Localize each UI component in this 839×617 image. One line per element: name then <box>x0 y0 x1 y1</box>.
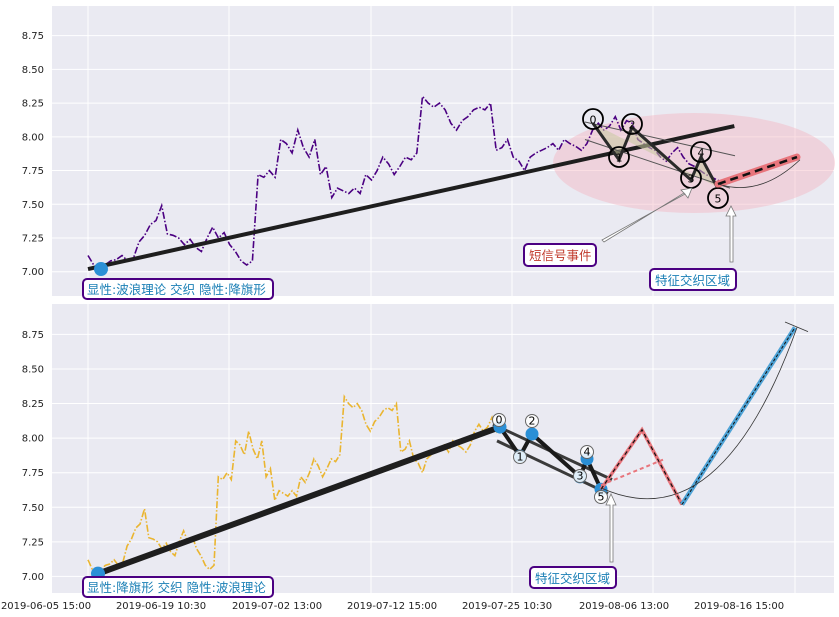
bottom-zone-annotation-text: 特征交织区域 <box>535 571 610 586</box>
top-wave-label-5: 5 <box>715 193 722 206</box>
x-tick-label: 2019-08-06 13:00 <box>579 601 669 612</box>
bottom-explicit-annotation: 显性:降旗形 交织 隐性:波浪理论 <box>82 576 274 598</box>
x-tick-label: 2019-07-12 15:00 <box>347 601 437 612</box>
top-wave-marker-5 <box>707 187 729 209</box>
y-tick-label: 7.25 <box>22 537 44 548</box>
bottom-wave-marker-0 <box>492 413 506 427</box>
top-wave-fill <box>593 123 717 187</box>
bottom-price-panel: 7.007.257.507.758.008.258.508.75 012345 … <box>22 304 834 598</box>
y-tick-label: 7.75 <box>22 468 44 479</box>
top-wave-marker-4 <box>690 141 712 163</box>
top-price-series <box>87 94 741 269</box>
bottom-wave-label-3: 3 <box>577 470 584 483</box>
bottom-zone-annotation: 特征交织区域 <box>529 566 617 589</box>
bottom-wave-marker-3 <box>573 469 587 483</box>
y-tick-label: 8.00 <box>22 132 44 143</box>
y-tick-label: 8.50 <box>22 364 44 375</box>
bottom-projection-arc <box>600 327 798 500</box>
bottom-trend-segment <box>96 424 502 577</box>
top-explicit-annotation-text: 显性:波浪理论 交织 隐性:降旗形 <box>87 282 266 297</box>
top-wave-label-2: 2 <box>629 119 636 132</box>
top-zone-arrow <box>725 205 737 263</box>
bottom-zone-arrow <box>605 493 617 563</box>
y-tick-label: 8.75 <box>22 330 44 341</box>
y-tick-label: 7.50 <box>22 200 44 211</box>
x-tick-label: 2019-06-05 15:00 <box>1 601 91 612</box>
y-tick-label: 8.50 <box>22 65 44 76</box>
y-tick-label: 7.00 <box>22 267 44 278</box>
top-projection <box>714 153 801 188</box>
bottom-wave-marker-4 <box>580 445 594 459</box>
bottom-wave-dot-2 <box>525 427 539 441</box>
y-tick-label: 8.25 <box>22 399 44 410</box>
top-wave-pattern: 0 1 2 34 5 <box>582 108 736 209</box>
top-signal-ellipse <box>553 113 835 213</box>
y-tick-label: 7.00 <box>22 572 44 583</box>
top-projection-arc <box>717 159 801 188</box>
bottom-projection <box>599 321 809 506</box>
top-wave-marker-1 <box>608 146 630 168</box>
bottom-price-line <box>87 394 506 574</box>
y-tick-label: 7.25 <box>22 234 44 245</box>
x-tick-label: 2019-08-16 15:00 <box>694 601 784 612</box>
bottom-projection-red-line-2 <box>600 457 666 487</box>
bottom-projection-end-tick <box>784 321 809 333</box>
bottom-wave-pattern: 0 1 2 34 5 <box>492 413 613 504</box>
top-signal-arrow <box>601 187 693 243</box>
x-tick-label: 2019-06-19 10:30 <box>116 601 206 612</box>
top-signal-annotation-text: 短信号事件 <box>529 248 592 263</box>
top-wave-marker-0 <box>582 108 604 130</box>
bottom-explicit-annotation-text: 显性:降旗形 交织 隐性:波浪理论 <box>87 580 266 595</box>
bottom-wave-marker-2 <box>525 414 539 428</box>
y-tick-label: 7.75 <box>22 166 44 177</box>
top-y-axis-ticks: 7.00 7.25 7.50 7.75 8.00 8.25 8.50 8.75 <box>22 31 44 278</box>
y-tick-label: 8.00 <box>22 434 44 445</box>
top-projection-dash <box>717 155 798 186</box>
bottom-y-axis-ticks: 7.00 7.25 7.50 7.75 8.00 8.25 8.50 8.75 <box>22 330 44 583</box>
bottom-projection-blue-band <box>680 326 797 506</box>
top-wave-label-3: 3 <box>688 173 695 186</box>
bottom-price-series <box>87 394 506 574</box>
y-tick-label: 7.50 <box>22 503 44 514</box>
bottom-wave-label-1: 1 <box>517 451 524 464</box>
top-price-line <box>87 94 741 269</box>
top-price-panel: 7.007.257.507.758.008.258.508.75 012345 … <box>22 6 835 300</box>
y-tick-label: 8.25 <box>22 99 44 110</box>
top-zone-annotation-text: 特征交织区域 <box>655 273 730 288</box>
top-signal-annotation: 短信号事件 <box>523 243 597 267</box>
bottom-wave-marker-5 <box>594 490 608 504</box>
top-wave-label-4: 4 <box>698 147 705 160</box>
top-wave-label-0: 0 <box>590 114 597 127</box>
x-tick-label: 2019-07-02 13:00 <box>232 601 322 612</box>
top-explicit-annotation: 显性:波浪理论 交织 隐性:降旗形 <box>82 278 274 300</box>
y-tick-label: 8.75 <box>22 31 44 42</box>
top-wave-marker-2 <box>621 113 643 135</box>
bottom-wave-label-5: 5 <box>598 491 605 504</box>
top-trend-start-dot <box>94 262 108 277</box>
x-axis-ticks: 2019-06-05 15:00 2019-06-19 10:30 2019-07-… <box>1 601 784 612</box>
bottom-projection-red-dash <box>600 428 683 505</box>
bottom-wave-label-2: 2 <box>529 415 536 428</box>
top-wave-label-1: 1 <box>616 152 623 165</box>
x-tick-label: 2019-07-25 10:30 <box>462 601 552 612</box>
bottom-wave-marker-1 <box>513 450 527 464</box>
top-zone-annotation: 特征交织区域 <box>649 268 737 291</box>
bottom-wave-label-4: 4 <box>584 446 591 459</box>
bottom-wave-label-0: 0 <box>496 414 503 427</box>
